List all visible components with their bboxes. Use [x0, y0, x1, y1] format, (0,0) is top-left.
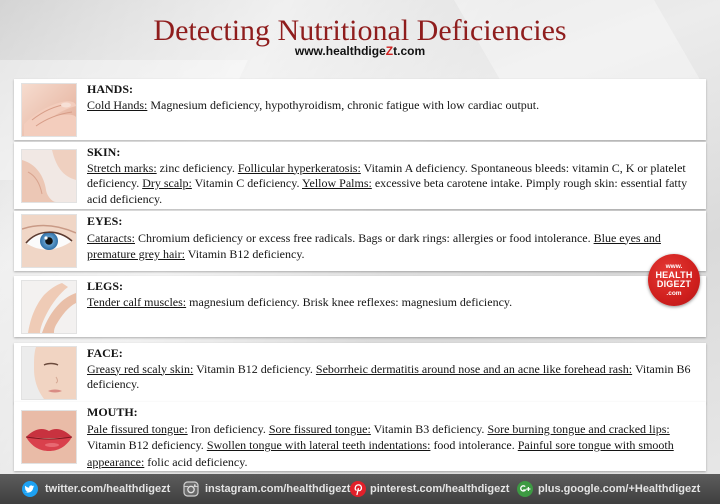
- twitter-icon: [22, 481, 38, 497]
- description: Vitamin B12 deficiency.: [87, 438, 204, 452]
- skin-photo: [22, 149, 76, 202]
- description: magnesium deficiency. Brisk knee reflexe…: [189, 294, 513, 309]
- site-url-prefix: www.healthdige: [294, 44, 386, 58]
- description: food intolerance.: [433, 438, 515, 452]
- section-heading: LEGS:: [87, 279, 124, 293]
- term: Cold Hands:: [87, 97, 148, 112]
- section-heading: SKIN:: [87, 145, 121, 159]
- description: Chromium deficiency or excess free radic…: [137, 230, 591, 245]
- term: Cataracts:: [87, 230, 135, 245]
- section-face: FACE: Greasy red scaly skin: Vitamin B12…: [14, 343, 706, 403]
- page-title: Detecting Nutritional Deficiencies: [153, 14, 567, 47]
- instagram-icon: [183, 481, 199, 497]
- lips-photo: [22, 410, 76, 463]
- description: zinc deficiency.: [159, 160, 235, 175]
- face-photo: [22, 347, 76, 399]
- section-body: Cataracts: Chromium deficiency or excess…: [87, 230, 703, 263]
- google-plus-icon: [517, 481, 533, 497]
- description: Vitamin B12 deficiency.: [196, 361, 313, 376]
- section-body: Tender calf muscles: magnesium deficienc…: [87, 295, 703, 311]
- term: Painful sore tongue with smooth appearan…: [87, 438, 674, 469]
- social-footer: twitter.com/healthdigezt instagram.com/h…: [0, 474, 720, 504]
- site-url-z: Z: [385, 44, 394, 58]
- section-body: Pale fissured tongue: Iron deficiency. S…: [87, 421, 703, 471]
- term: Pale fissured tongue:: [87, 421, 188, 436]
- site-url-suffix: t.com: [393, 44, 426, 58]
- section-heading: MOUTH:: [87, 405, 138, 419]
- google-plus-link-label: plus.google.com/+Healthdigezt: [538, 483, 701, 495]
- section-heading: FACE:: [87, 346, 123, 360]
- term: Yellow Palms:: [302, 176, 372, 190]
- badge-line: www.: [665, 262, 683, 270]
- pinterest-icon: [350, 481, 366, 497]
- section-heading: HANDS:: [87, 82, 134, 96]
- description: Vitamin B6 deficiency.: [87, 361, 691, 392]
- twitter-link-label: twitter.com/healthdigezt: [45, 483, 171, 495]
- term: Swollen tongue with lateral teeth indent…: [206, 438, 431, 452]
- term: Sore burning tongue and cracked lips:: [487, 421, 670, 436]
- description: Magnesium deficiency, hypothyroidism, ch…: [150, 97, 540, 112]
- healthdigezt-logo-badge[interactable]: www. HEALTH DIGEZT .com: [648, 254, 700, 306]
- section-eyes: EYES: Cataracts: Chromium deficiency or …: [14, 211, 706, 271]
- legs-photo: [22, 280, 76, 333]
- term: Stretch marks:: [87, 160, 157, 175]
- eye-photo: [22, 215, 76, 267]
- term: Dry scalp:: [142, 176, 192, 190]
- section-text: MOUTH: Pale fissured tongue: Iron defici…: [87, 405, 703, 470]
- section-body: Cold Hands: Magnesium deficiency, hypoth…: [87, 98, 703, 114]
- section-text: EYES: Cataracts: Chromium deficiency or …: [87, 214, 703, 263]
- pinterest-link-label: pinterest.com/healthdigezt: [370, 483, 510, 495]
- section-body: Greasy red scaly skin: Vitamin B12 defic…: [87, 362, 703, 393]
- section-body: Stretch marks: zinc deficiency. Follicul…: [87, 161, 703, 208]
- term: Greasy red scaly skin:: [87, 361, 194, 376]
- instagram-link-label: instagram.com/healthdigezt: [205, 483, 351, 495]
- section-text: HANDS: Cold Hands: Magnesium deficiency,…: [87, 82, 703, 113]
- section-text: LEGS: Tender calf muscles: magnesium def…: [87, 279, 703, 310]
- description: Vitamin C deficiency.: [194, 176, 300, 190]
- section-legs: LEGS: Tender calf muscles: magnesium def…: [14, 276, 706, 337]
- description: excessive beta carotene intake. Pimply r…: [87, 176, 688, 206]
- section-skin: SKIN: Stretch marks: zinc deficiency. Fo…: [14, 142, 706, 209]
- term: Seborrheic dermatitis around nose and an…: [315, 361, 633, 376]
- term: Tender calf muscles:: [87, 294, 187, 309]
- description: Vitamin B3 deficiency.: [373, 421, 485, 436]
- badge-line: HEALTH: [655, 269, 693, 280]
- term: Blue eyes and premature grey hair:: [87, 230, 661, 262]
- description: Vitamin B12 deficiency.: [187, 247, 305, 261]
- section-text: SKIN: Stretch marks: zinc deficiency. Fo…: [87, 145, 703, 207]
- hands-photo: [22, 83, 76, 136]
- description: Vitamin A deficiency. Spontaneous bleeds…: [87, 160, 686, 191]
- section-mouth: MOUTH: Pale fissured tongue: Iron defici…: [14, 402, 706, 471]
- term: Sore fissured tongue:: [268, 421, 371, 436]
- section-text: FACE: Greasy red scaly skin: Vitamin B12…: [87, 346, 703, 393]
- badge-line: .com: [666, 289, 682, 297]
- section-heading: EYES:: [87, 214, 123, 228]
- section-hands: HANDS: Cold Hands: Magnesium deficiency,…: [14, 79, 706, 140]
- badge-line: DIGEZT: [656, 279, 692, 289]
- description: Iron deficiency.: [190, 421, 266, 436]
- site-url[interactable]: www.healthdigeZt.com: [0, 44, 720, 58]
- term: Follicular hyperkeratosis:: [237, 160, 361, 175]
- description: folic acid deficiency.: [147, 454, 248, 469]
